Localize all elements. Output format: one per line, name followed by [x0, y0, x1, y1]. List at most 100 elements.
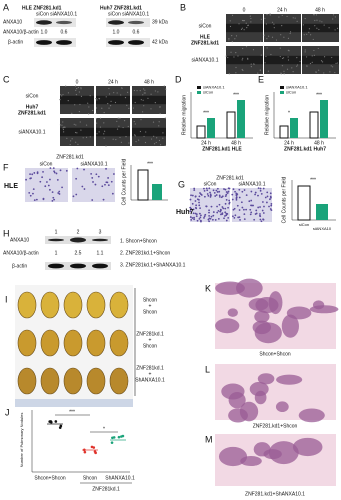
- cell: [194, 200, 197, 202]
- label: 1.0: [113, 29, 120, 35]
- cell: [273, 23, 275, 25]
- cell: [257, 72, 259, 74]
- cell: [158, 121, 160, 123]
- label: siANXA10.1: [192, 57, 219, 63]
- cell: [191, 202, 194, 205]
- cell: [231, 198, 234, 201]
- significance: ***: [147, 161, 153, 167]
- cell: [241, 206, 244, 209]
- cell: [257, 206, 260, 209]
- band: [70, 237, 86, 243]
- panel-letter: F: [3, 162, 9, 172]
- significance: ***: [203, 110, 209, 116]
- cell: [82, 137, 84, 139]
- label: β-actin: [12, 263, 27, 269]
- cell: [58, 190, 61, 193]
- transwell-image: [72, 168, 115, 202]
- cell: [96, 133, 98, 135]
- cell: [191, 194, 194, 197]
- cell: [29, 194, 32, 197]
- cell: [150, 108, 152, 110]
- cell: [286, 15, 288, 18]
- cell: [268, 35, 270, 37]
- cell: [232, 188, 235, 191]
- cell: [65, 169, 68, 172]
- cell: [223, 217, 225, 220]
- cell: [165, 88, 167, 90]
- cell: [194, 195, 197, 198]
- cell: [239, 218, 241, 221]
- cell: [294, 17, 296, 19]
- cell: [269, 192, 272, 195]
- cell: [281, 65, 284, 67]
- cell: [259, 189, 262, 192]
- cell: [313, 54, 315, 56]
- cell: [198, 204, 201, 207]
- label: Huh7: [26, 104, 39, 110]
- nodule: [235, 278, 263, 298]
- y-axis-label: Relative migration: [181, 95, 187, 135]
- cell: [263, 205, 265, 208]
- cell: [328, 27, 330, 29]
- cell: [250, 211, 253, 214]
- cell: [289, 31, 292, 33]
- y-axis-label: Number of Pulmonary Nodules: [19, 413, 24, 468]
- lung: [86, 329, 106, 357]
- label: 1: [55, 229, 58, 235]
- cell: [242, 57, 244, 59]
- cell: [281, 14, 283, 17]
- cell: [94, 183, 97, 186]
- legend-swatch: [197, 86, 201, 89]
- cell: [206, 193, 209, 195]
- cell: [283, 70, 285, 72]
- cell: [215, 189, 218, 192]
- cell: [81, 185, 84, 188]
- cell: [89, 136, 91, 138]
- cell: [195, 204, 198, 207]
- label: 0: [243, 7, 246, 13]
- legend-swatch: [197, 91, 201, 94]
- lung: [40, 367, 60, 395]
- label: ZNF281kd.1: [136, 331, 164, 337]
- bar: [316, 204, 328, 220]
- scratch-gap: [226, 55, 263, 65]
- band: [108, 20, 124, 25]
- cell: [158, 139, 161, 142]
- cell: [191, 217, 194, 219]
- cell: [269, 14, 271, 16]
- cell: [89, 95, 91, 97]
- cell: [150, 93, 152, 95]
- cell: [270, 53, 272, 56]
- bar: [207, 118, 215, 138]
- cell: [134, 123, 136, 125]
- cell: [278, 16, 280, 18]
- cell: [208, 214, 211, 217]
- cell: [51, 191, 54, 193]
- cell: [28, 191, 31, 194]
- cell: [127, 125, 129, 128]
- cell: [334, 16, 336, 18]
- cell: [63, 131, 65, 133]
- cell: [306, 65, 308, 67]
- scratch-gap: [302, 23, 339, 33]
- legend-swatch: [280, 86, 284, 89]
- cell: [313, 14, 315, 16]
- cell: [47, 184, 50, 187]
- cell: [314, 19, 316, 22]
- cell: [221, 212, 224, 215]
- cell: [218, 203, 221, 206]
- legend-label: siCon: [286, 90, 296, 95]
- band: [48, 263, 64, 269]
- cell: [196, 198, 199, 201]
- label: 1: [55, 250, 58, 256]
- lung: [17, 329, 37, 357]
- legend-swatch: [280, 91, 284, 94]
- cell: [88, 113, 90, 115]
- label: 3: [99, 229, 102, 235]
- cell: [92, 109, 94, 112]
- cell: [241, 27, 243, 29]
- cell: [311, 55, 313, 57]
- cell: [245, 22, 247, 24]
- cell: [153, 143, 156, 145]
- cell: [49, 167, 52, 170]
